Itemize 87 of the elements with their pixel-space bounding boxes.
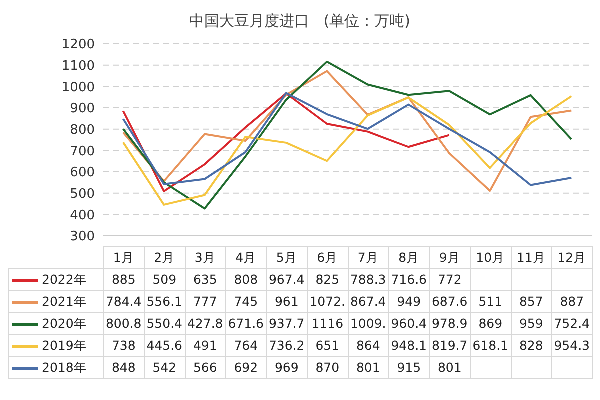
data-label: 969	[266, 356, 308, 378]
x-tick-label: 3月	[185, 246, 226, 268]
data-label: 509	[144, 268, 185, 290]
data-label: 857	[511, 290, 552, 312]
data-label: 687.6	[430, 290, 470, 312]
data-label: 915	[388, 356, 430, 378]
data-label: 1116	[307, 312, 348, 334]
data-label: 848	[104, 356, 144, 378]
x-tick-label: 11月	[511, 246, 552, 268]
data-label: 618.1	[470, 334, 511, 356]
data-label: 800.8	[104, 312, 144, 334]
data-label: 752.4	[552, 312, 592, 334]
x-tick-label: 9月	[430, 246, 470, 268]
data-label: 954.3	[552, 334, 592, 356]
data-label: 550.4	[144, 312, 185, 334]
legend-label: 2018年	[42, 360, 87, 375]
y-tick-label: 900	[70, 102, 95, 117]
data-label: 772	[430, 268, 470, 290]
data-label: 948.1	[388, 334, 430, 356]
data-label: 556.1	[144, 290, 185, 312]
chart-title: 中国大豆月度进口 (单位：万吨)	[188, 11, 412, 32]
legend-label: 2019年	[42, 338, 87, 353]
data-label: 566	[185, 356, 226, 378]
y-tick-label: 800	[70, 122, 95, 138]
data-label: 777	[185, 290, 226, 312]
data-label: 692	[226, 356, 266, 378]
line-series	[122, 92, 573, 186]
data-label: 885	[104, 268, 144, 290]
data-label: 825	[307, 268, 348, 290]
line-series	[122, 95, 573, 206]
x-tick-label: 4月	[226, 246, 266, 268]
y-tick-label: 700	[70, 144, 95, 160]
data-label: 867.4	[348, 290, 389, 312]
line-series	[122, 60, 573, 210]
data-label: 864	[348, 334, 389, 356]
data-label: 716.6	[388, 268, 430, 290]
y-tick-label: 1000	[62, 80, 95, 96]
y-tick-label: 1200	[62, 38, 95, 53]
data-label: 937.7	[266, 312, 308, 334]
data-label: 967.4	[266, 268, 308, 290]
data-label: 788.3	[348, 268, 389, 290]
x-tick-label: 12月	[552, 246, 592, 268]
x-tick-label: 7月	[348, 246, 389, 268]
x-tick-label: 5月	[266, 246, 308, 268]
data-label: 819.7	[430, 334, 470, 356]
data-label: 949	[388, 290, 430, 312]
x-tick-label: 10月	[470, 246, 511, 268]
legend-label: 2022年	[42, 272, 87, 287]
y-tick-label: 1100	[62, 58, 95, 74]
data-label: 738	[104, 334, 144, 356]
data-label: 887	[552, 290, 592, 312]
data-label: 445.6	[144, 334, 185, 356]
data-label: 427.8	[185, 312, 226, 334]
x-tick-label: 8月	[388, 246, 430, 268]
legend-label: 2020年	[42, 316, 87, 331]
data-label: 808	[226, 268, 266, 290]
data-label: 869	[470, 312, 511, 334]
data-label: 828	[511, 334, 552, 356]
y-tick-label: 600	[70, 166, 95, 181]
data-label: 801	[348, 356, 389, 378]
data-label: 491	[185, 334, 226, 356]
line-series	[122, 92, 450, 192]
y-tick-label: 500	[70, 186, 95, 202]
x-tick-label: 1月	[104, 246, 144, 268]
data-label: 764	[226, 334, 266, 356]
line-series	[122, 70, 573, 192]
data-label: 542	[144, 356, 185, 378]
data-label: 1072.	[307, 290, 348, 312]
x-tick-label: 2月	[144, 246, 185, 268]
x-tick-label: 6月	[307, 246, 348, 268]
data-label: 961	[266, 290, 308, 312]
y-tick-label: 300	[70, 230, 95, 245]
data-label: 511	[470, 290, 511, 312]
data-label: 1009.	[348, 312, 389, 334]
y-tick-label: 400	[70, 208, 95, 224]
data-label: 960.4	[388, 312, 430, 334]
data-label: 745	[226, 290, 266, 312]
data-label: 635	[185, 268, 226, 290]
data-label: 651	[307, 334, 348, 356]
data-label: 784.4	[104, 290, 144, 312]
legend-label: 2021年	[42, 294, 87, 309]
data-label: 870	[307, 356, 348, 378]
data-label: 736.2	[266, 334, 308, 356]
data-label: 671.6	[226, 312, 266, 334]
data-label: 801	[430, 356, 470, 378]
data-label: 978.9	[430, 312, 470, 334]
data-label: 959	[511, 312, 552, 334]
